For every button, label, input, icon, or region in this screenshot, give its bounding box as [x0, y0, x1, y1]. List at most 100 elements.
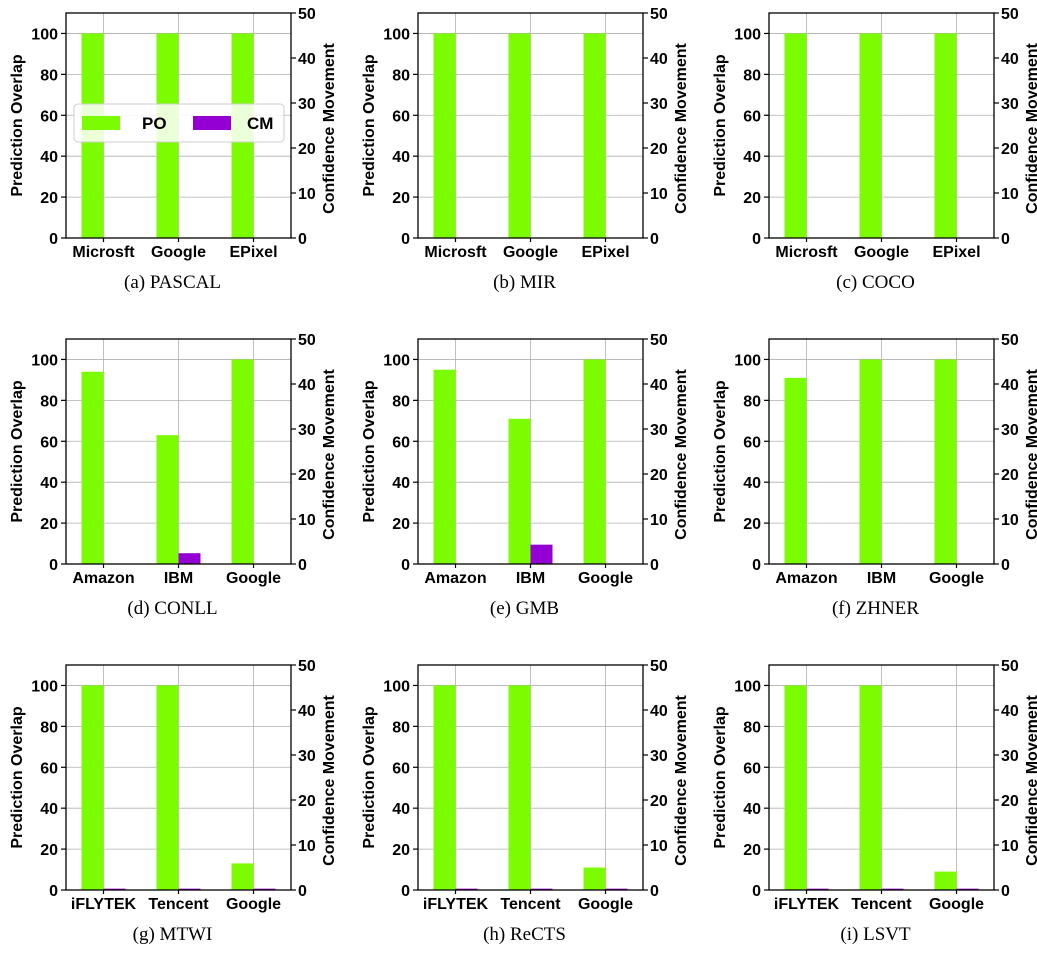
y-right-tick-label: 30: [298, 96, 316, 113]
y-right-tick-label: 0: [1001, 231, 1010, 248]
po-bar: [785, 378, 807, 564]
y-axis-label: Prediction Overlap: [712, 706, 729, 848]
y-tick-label: 0: [49, 231, 58, 248]
subfigure-caption: (i) LSVT: [703, 924, 1037, 946]
y-right-tick-label: 0: [650, 231, 659, 248]
chart-panel: 0 20 40 60 80 100 0 10 20 30 40 50 Microsft Google EPi…: [703, 0, 1037, 318]
y-tick-label: 60: [392, 108, 410, 125]
subfigure-caption: (h) ReCTS: [352, 924, 697, 946]
x-tick-label: Google: [854, 244, 909, 261]
y-right-tick-label: 0: [1001, 557, 1010, 574]
y-right-tick-label: 0: [298, 883, 307, 900]
y-right-tick-label: 0: [650, 883, 659, 900]
y-right-tick-label: 30: [298, 748, 316, 765]
x-tick-label: iFLYTEK: [774, 896, 840, 913]
subfigure-caption: (d) CONLL: [0, 598, 345, 620]
y-tick-label: 40: [743, 149, 761, 166]
legend-cm-swatch: [193, 116, 231, 130]
y-right-tick-label: 50: [650, 332, 668, 349]
y-right-tick-label: 0: [1001, 883, 1010, 900]
subfigure-caption: (b) MIR: [352, 272, 697, 294]
y-right-tick-label: 40: [1001, 703, 1019, 720]
y-tick-label: 100: [383, 26, 410, 43]
y-tick-label: 80: [743, 719, 761, 736]
y-tick-label: 100: [383, 678, 410, 695]
y-right-tick-label: 0: [298, 231, 307, 248]
y-right-tick-label: 40: [650, 51, 668, 68]
y-tick-label: 60: [392, 434, 410, 451]
y-tick-label: 20: [40, 842, 58, 859]
y-right-tick-label: 40: [1001, 51, 1019, 68]
po-bar: [509, 419, 531, 564]
y-tick-label: 100: [31, 352, 58, 369]
bar-chart: 0 20 40 60 80 100 0 10 20 30 40 50 Microsft Google EPi…: [0, 0, 345, 270]
y-tick-label: 20: [40, 190, 58, 207]
chart-panel: 0 20 40 60 80 100 0 10 20 30 40 50 iFLYTEK Tencent Goo…: [352, 652, 697, 970]
y-tick-label: 100: [383, 352, 410, 369]
po-bar: [82, 685, 104, 890]
po-bar: [860, 359, 882, 564]
subfigure-caption: (e) GMB: [352, 598, 697, 620]
y-tick-label: 80: [40, 393, 58, 410]
po-bar: [584, 33, 606, 238]
subfigure-caption: (g) MTWI: [0, 924, 345, 946]
po-bar: [232, 359, 254, 564]
y-right-tick-label: 0: [650, 557, 659, 574]
y-right-tick-label: 40: [650, 703, 668, 720]
y-right-tick-label: 50: [1001, 6, 1019, 23]
po-bar: [434, 685, 456, 890]
y-right-axis-label: Confidence Movement: [321, 42, 338, 213]
subfigure-caption: (a) PASCAL: [0, 272, 345, 294]
x-tick-label: Google: [151, 244, 206, 261]
y-right-axis-label: Confidence Movement: [321, 368, 338, 539]
bar-chart: 0 20 40 60 80 100 0 10 20 30 40 50 Microsft Google EPi…: [352, 0, 697, 270]
chart-panel: 0 20 40 60 80 100 0 10 20 30 40 50 Microsft Google EPi…: [352, 0, 697, 318]
po-bar: [935, 359, 957, 564]
y-right-tick-label: 40: [298, 703, 316, 720]
po-bar: [935, 33, 957, 238]
x-tick-label: Amazon: [72, 570, 134, 587]
y-tick-label: 60: [743, 760, 761, 777]
y-right-tick-label: 20: [298, 467, 316, 484]
y-right-tick-label: 30: [1001, 748, 1019, 765]
x-tick-label: Google: [503, 244, 558, 261]
y-axis-label: Prediction Overlap: [361, 380, 378, 522]
y-right-tick-label: 50: [1001, 332, 1019, 349]
y-tick-label: 80: [392, 393, 410, 410]
chart-panel: 0 20 40 60 80 100 0 10 20 30 40 50 Amazon IBM Google Pr…: [703, 326, 1037, 644]
chart-panel: 0 20 40 60 80 100 0 10 20 30 40 50 Amazon IBM Google Pr…: [0, 326, 345, 644]
y-right-tick-label: 10: [650, 512, 668, 529]
y-right-tick-label: 50: [650, 658, 668, 675]
y-right-tick-label: 40: [1001, 377, 1019, 394]
y-right-axis-label: Confidence Movement: [321, 694, 338, 865]
x-tick-label: EPixel: [581, 244, 629, 261]
chart-panel: 0 20 40 60 80 100 0 10 20 30 40 50 iFLYTEK Tencent Goo…: [703, 652, 1037, 970]
y-right-tick-label: 10: [298, 186, 316, 203]
x-tick-label: Google: [226, 570, 281, 587]
cm-bar: [179, 553, 201, 564]
y-right-tick-label: 30: [650, 748, 668, 765]
x-tick-label: iFLYTEK: [71, 896, 137, 913]
subfigure-caption: (f) ZHNER: [703, 598, 1037, 620]
x-tick-label: Microsft: [424, 244, 487, 261]
y-tick-label: 60: [40, 108, 58, 125]
y-right-axis-label: Confidence Movement: [1024, 694, 1037, 865]
y-tick-label: 100: [734, 352, 761, 369]
y-right-tick-label: 10: [650, 186, 668, 203]
y-tick-label: 20: [743, 842, 761, 859]
y-right-tick-label: 30: [1001, 96, 1019, 113]
x-tick-label: Tencent: [148, 896, 209, 913]
y-right-tick-label: 20: [1001, 793, 1019, 810]
bar-chart: 0 20 40 60 80 100 0 10 20 30 40 50 Amazon IBM Google Pr…: [0, 326, 345, 596]
x-tick-label: EPixel: [229, 244, 277, 261]
y-tick-label: 20: [392, 190, 410, 207]
y-axis-label: Prediction Overlap: [361, 706, 378, 848]
po-bar: [434, 33, 456, 238]
po-bar: [82, 372, 104, 564]
y-tick-label: 40: [40, 801, 58, 818]
y-right-tick-label: 0: [298, 557, 307, 574]
legend-po-swatch: [82, 116, 120, 130]
y-tick-label: 20: [40, 516, 58, 533]
y-tick-label: 0: [401, 231, 410, 248]
y-tick-label: 0: [752, 883, 761, 900]
